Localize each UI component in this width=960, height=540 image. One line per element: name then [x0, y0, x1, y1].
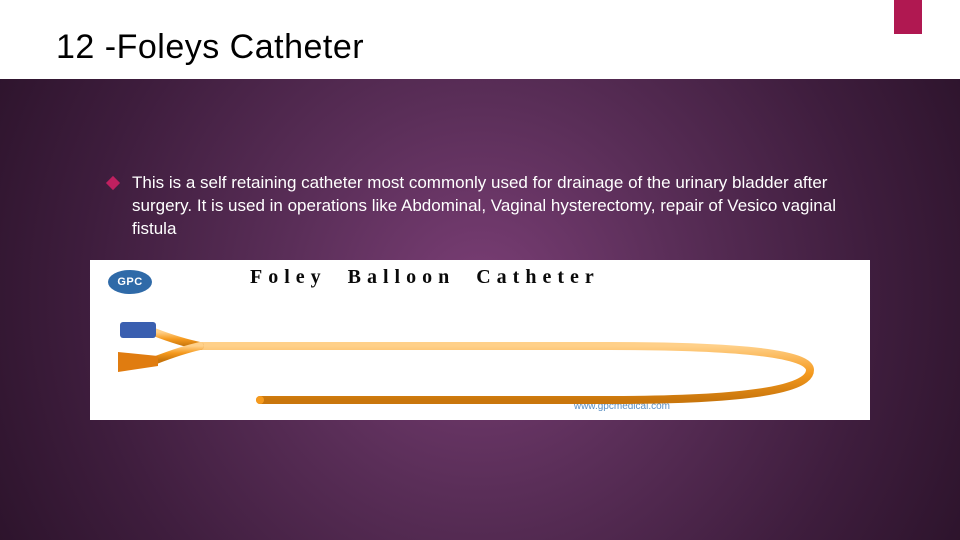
bullet-marker-icon: [106, 176, 120, 190]
bullet-text: This is a self retaining catheter most c…: [132, 172, 850, 241]
catheter-illustration: [90, 260, 870, 420]
slide: 12 -Foleys Catheter This is a self retai…: [0, 0, 960, 540]
catheter-image-card: GPC Foley Balloon Catheter www.gpcmedica…: [90, 260, 870, 420]
bullet-item: This is a self retaining catheter most c…: [108, 172, 850, 241]
page-title: 12 -Foleys Catheter: [0, 0, 960, 79]
title-accent-bar: [894, 0, 922, 34]
title-text: 12 -Foleys Catheter: [56, 28, 364, 66]
